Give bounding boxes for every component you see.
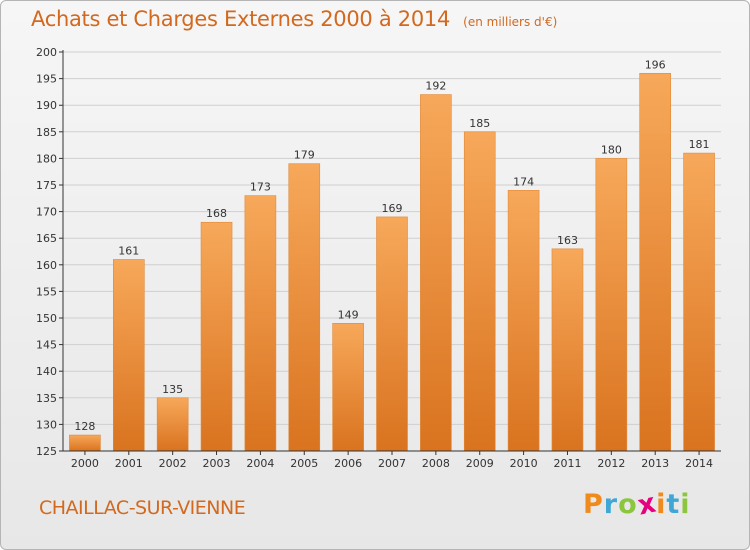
y-tick-label: 180 xyxy=(36,152,57,165)
bar xyxy=(69,434,101,452)
x-tick-label: 2012 xyxy=(597,457,625,470)
y-tick-label: 170 xyxy=(36,206,57,219)
logo-letter: t xyxy=(666,489,681,520)
x-tick-label: 2004 xyxy=(246,457,274,470)
y-tick-label: 155 xyxy=(36,285,57,298)
bar xyxy=(244,195,277,452)
x-tick-label: 2001 xyxy=(115,457,143,470)
logo-letter: i xyxy=(656,489,667,520)
chart-unit-note: (en milliers d'€) xyxy=(463,15,558,29)
bar xyxy=(551,248,584,452)
y-tick-label: 200 xyxy=(36,46,57,59)
bar xyxy=(200,221,233,452)
logo-letter: o xyxy=(618,489,638,520)
bar-value-label: 163 xyxy=(557,234,578,247)
bar xyxy=(420,94,452,452)
bar-value-label: 185 xyxy=(469,117,490,130)
bar xyxy=(332,323,364,452)
bar xyxy=(639,72,672,452)
y-tick-label: 160 xyxy=(36,259,57,272)
bar xyxy=(463,131,496,452)
bar-value-label: 179 xyxy=(294,149,315,162)
y-tick-label: 140 xyxy=(36,365,57,378)
x-tick-label: 2009 xyxy=(466,457,494,470)
y-tick-label: 125 xyxy=(36,445,57,458)
bar-value-label: 196 xyxy=(645,58,666,71)
x-tick-label: 2014 xyxy=(685,457,713,470)
x-tick-label: 2006 xyxy=(334,457,362,470)
bar xyxy=(156,397,189,452)
axes xyxy=(59,50,721,455)
y-tick-label: 145 xyxy=(36,339,57,352)
bar xyxy=(683,152,715,452)
bar-value-label: 135 xyxy=(162,383,183,396)
town-name: CHAILLAC-SUR-VIENNE xyxy=(39,497,246,519)
bars xyxy=(69,72,715,452)
y-tick-label: 195 xyxy=(36,73,57,86)
x-tick-label: 2002 xyxy=(159,457,187,470)
bar xyxy=(288,163,321,452)
bar-value-label: 174 xyxy=(513,175,534,188)
bar xyxy=(507,190,540,452)
bar-value-label: 169 xyxy=(382,202,403,215)
y-tick-label: 135 xyxy=(36,392,57,405)
bar-value-label: 149 xyxy=(338,308,359,321)
x-tick-label: 2010 xyxy=(510,457,538,470)
x-tick-label: 2011 xyxy=(553,457,581,470)
bar xyxy=(113,259,145,452)
bar-value-label: 181 xyxy=(689,138,710,151)
bar xyxy=(376,216,408,452)
logo-letter: P xyxy=(583,489,604,520)
x-tick-label: 2007 xyxy=(378,457,406,470)
labels: 125 130 135 140 145 150 155 160 165 170 175 180 185 1… xyxy=(36,46,713,470)
bar-value-label: 173 xyxy=(250,181,271,194)
x-tick-label: 2008 xyxy=(422,457,450,470)
bar-value-label: 128 xyxy=(74,420,95,433)
x-tick-label: 2000 xyxy=(71,457,99,470)
y-tick-label: 185 xyxy=(36,126,57,139)
bar-value-label: 180 xyxy=(601,143,622,156)
bar-value-label: 168 xyxy=(206,207,227,220)
logo-letter: i xyxy=(680,489,691,520)
x-tick-label: 2013 xyxy=(641,457,669,470)
bar-value-label: 192 xyxy=(425,80,446,93)
bar-value-label: 161 xyxy=(118,244,139,257)
y-tick-label: 190 xyxy=(36,99,57,112)
y-tick-label: 165 xyxy=(36,232,57,245)
y-tick-label: 130 xyxy=(36,418,57,431)
x-tick-label: 2003 xyxy=(203,457,231,470)
proxiti-logo: Proxiti xyxy=(583,487,691,521)
chart-title: Achats et Charges Externes 2000 à 2014 xyxy=(31,7,451,31)
title-row: Achats et Charges Externes 2000 à 2014 (… xyxy=(31,7,557,31)
logo-letter: r xyxy=(603,489,619,520)
y-tick-label: 150 xyxy=(36,312,57,325)
x-tick-label: 2005 xyxy=(290,457,318,470)
bar xyxy=(595,158,628,452)
y-tick-label: 175 xyxy=(36,179,57,192)
